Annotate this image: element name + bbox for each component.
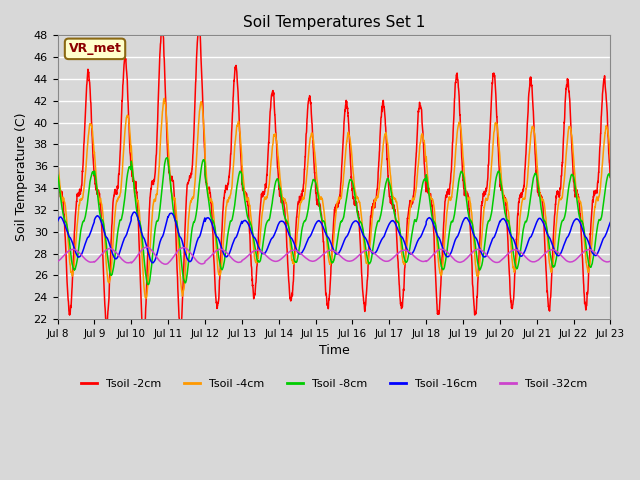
Y-axis label: Soil Temperature (C): Soil Temperature (C) <box>15 113 28 241</box>
X-axis label: Time: Time <box>319 344 349 357</box>
Text: VR_met: VR_met <box>68 42 122 55</box>
Title: Soil Temperatures Set 1: Soil Temperatures Set 1 <box>243 15 425 30</box>
Legend: Tsoil -2cm, Tsoil -4cm, Tsoil -8cm, Tsoil -16cm, Tsoil -32cm: Tsoil -2cm, Tsoil -4cm, Tsoil -8cm, Tsoi… <box>76 374 592 393</box>
